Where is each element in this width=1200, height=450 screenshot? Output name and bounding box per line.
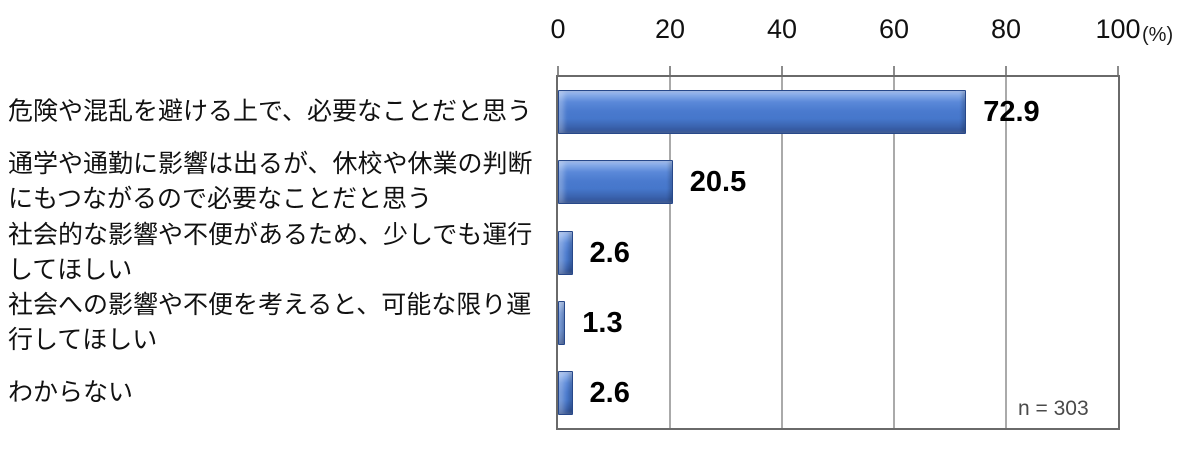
bar-value-label: 2.6 bbox=[589, 376, 630, 409]
x-tick-mark bbox=[669, 66, 671, 75]
gridline bbox=[781, 77, 783, 428]
bar-value-label: 20.5 bbox=[689, 166, 747, 199]
bar-value-label: 1.3 bbox=[582, 306, 623, 339]
x-tick-mark bbox=[1005, 66, 1007, 75]
bar bbox=[558, 160, 673, 205]
x-tick-mark bbox=[557, 66, 559, 75]
bar-value-label: 2.6 bbox=[589, 236, 630, 269]
x-tick-label: 80 bbox=[990, 14, 1022, 44]
bar bbox=[558, 370, 573, 415]
bar bbox=[558, 230, 573, 275]
category-label: 社会への影響や不便を考えると、可能な限り運行してほしい bbox=[8, 290, 532, 354]
category-label: 危険や混乱を避ける上で、必要なことだと思う bbox=[8, 97, 533, 126]
x-tick-label: 40 bbox=[766, 14, 798, 44]
plot-area bbox=[556, 75, 1120, 430]
gridline bbox=[669, 77, 671, 428]
category-label: 社会的な影響や不便があるため、少しでも運行してほしい bbox=[8, 220, 533, 284]
x-tick-mark bbox=[893, 66, 895, 75]
x-tick-label: 0 bbox=[550, 14, 566, 44]
gridline bbox=[1005, 77, 1007, 428]
x-tick-label: 20 bbox=[654, 14, 686, 44]
bar bbox=[558, 90, 967, 135]
bar-value-label: 72.9 bbox=[983, 95, 1040, 128]
x-tick-label: 60 bbox=[878, 14, 910, 44]
category-label: わからない bbox=[8, 378, 134, 407]
gridline bbox=[893, 77, 895, 428]
axis-unit-label: (%) bbox=[1142, 24, 1174, 46]
sample-size-label: n = 303 bbox=[1018, 397, 1089, 420]
bar bbox=[558, 300, 566, 345]
category-label: 通学や通勤に影響は出るが、休校や休業の判断にもつながるので必要なことだと思う bbox=[8, 150, 533, 214]
x-tick-label: 100 bbox=[1095, 14, 1141, 44]
x-tick-mark bbox=[1117, 66, 1119, 75]
x-tick-mark bbox=[781, 66, 783, 75]
